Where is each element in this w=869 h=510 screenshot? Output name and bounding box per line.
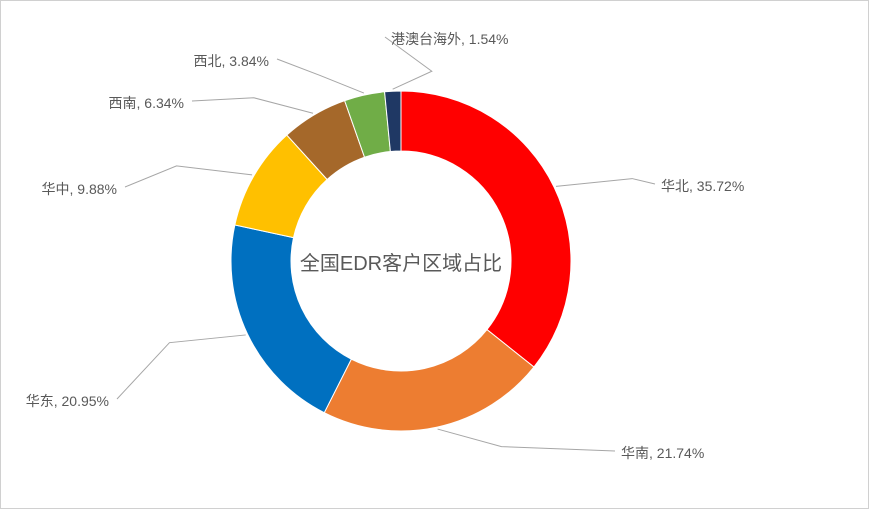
leader-line — [556, 179, 655, 187]
leader-line — [117, 335, 246, 399]
slice-华南 — [324, 330, 534, 431]
slice-华北 — [401, 91, 571, 367]
doughnut-chart: 全国EDR客户区域占比 华北, 35.72%华南, 21.74%华东, 20.9… — [0, 0, 869, 509]
leader-line — [277, 59, 364, 93]
chart-svg — [1, 1, 869, 510]
leader-line — [192, 98, 313, 113]
leader-line — [125, 166, 252, 187]
leader-line — [438, 429, 615, 451]
slice-华东 — [231, 225, 351, 413]
leader-line — [385, 37, 432, 89]
